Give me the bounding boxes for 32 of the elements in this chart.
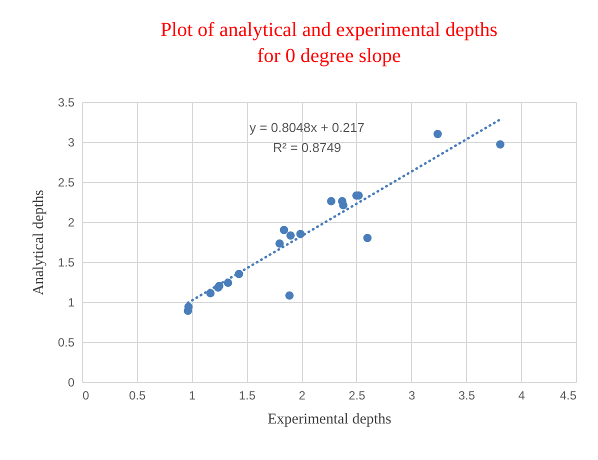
x-tick-label: 0.5 (129, 388, 146, 402)
x-tick-label: 4 (518, 388, 526, 402)
x-tick-label: 0 (82, 388, 90, 402)
y-tick-label: 3 (68, 136, 75, 150)
y-tick-label: 1.5 (58, 256, 75, 270)
y-tick-label: 0.5 (58, 336, 75, 350)
x-tick-label: 1.5 (238, 388, 256, 402)
y-tick-label: 1 (68, 296, 75, 310)
point (339, 201, 348, 210)
annotation: R² = 0.8749 (272, 140, 342, 155)
y-tick-label: 2.5 (58, 176, 75, 190)
x-tick-label: 3 (408, 388, 416, 402)
x-tick-label: 1 (188, 388, 196, 402)
point (286, 231, 295, 240)
point (327, 197, 336, 206)
point (433, 130, 442, 138)
x-tick-label: 4.5 (560, 388, 577, 402)
y-tick-label: 0 (68, 376, 75, 390)
point (280, 226, 288, 234)
point (496, 140, 504, 149)
x-tick-label: 3.5 (458, 388, 476, 402)
point (363, 234, 372, 242)
x-tick-label: 2 (298, 388, 306, 402)
x-axis-title: Experimental depths (268, 412, 392, 428)
y-axis-title: Analytical depths (30, 190, 47, 296)
y-tick-label: 3.5 (58, 96, 75, 110)
chart-title: Plot of analytical and experimental depths for 0 degree slope (160, 19, 498, 67)
annotation: y = 0.8048x + 0.217 (250, 120, 364, 135)
y-tick-label: 2 (68, 216, 75, 230)
point (275, 239, 284, 248)
point (285, 291, 294, 300)
x-tick-label: 2.5 (348, 388, 366, 402)
